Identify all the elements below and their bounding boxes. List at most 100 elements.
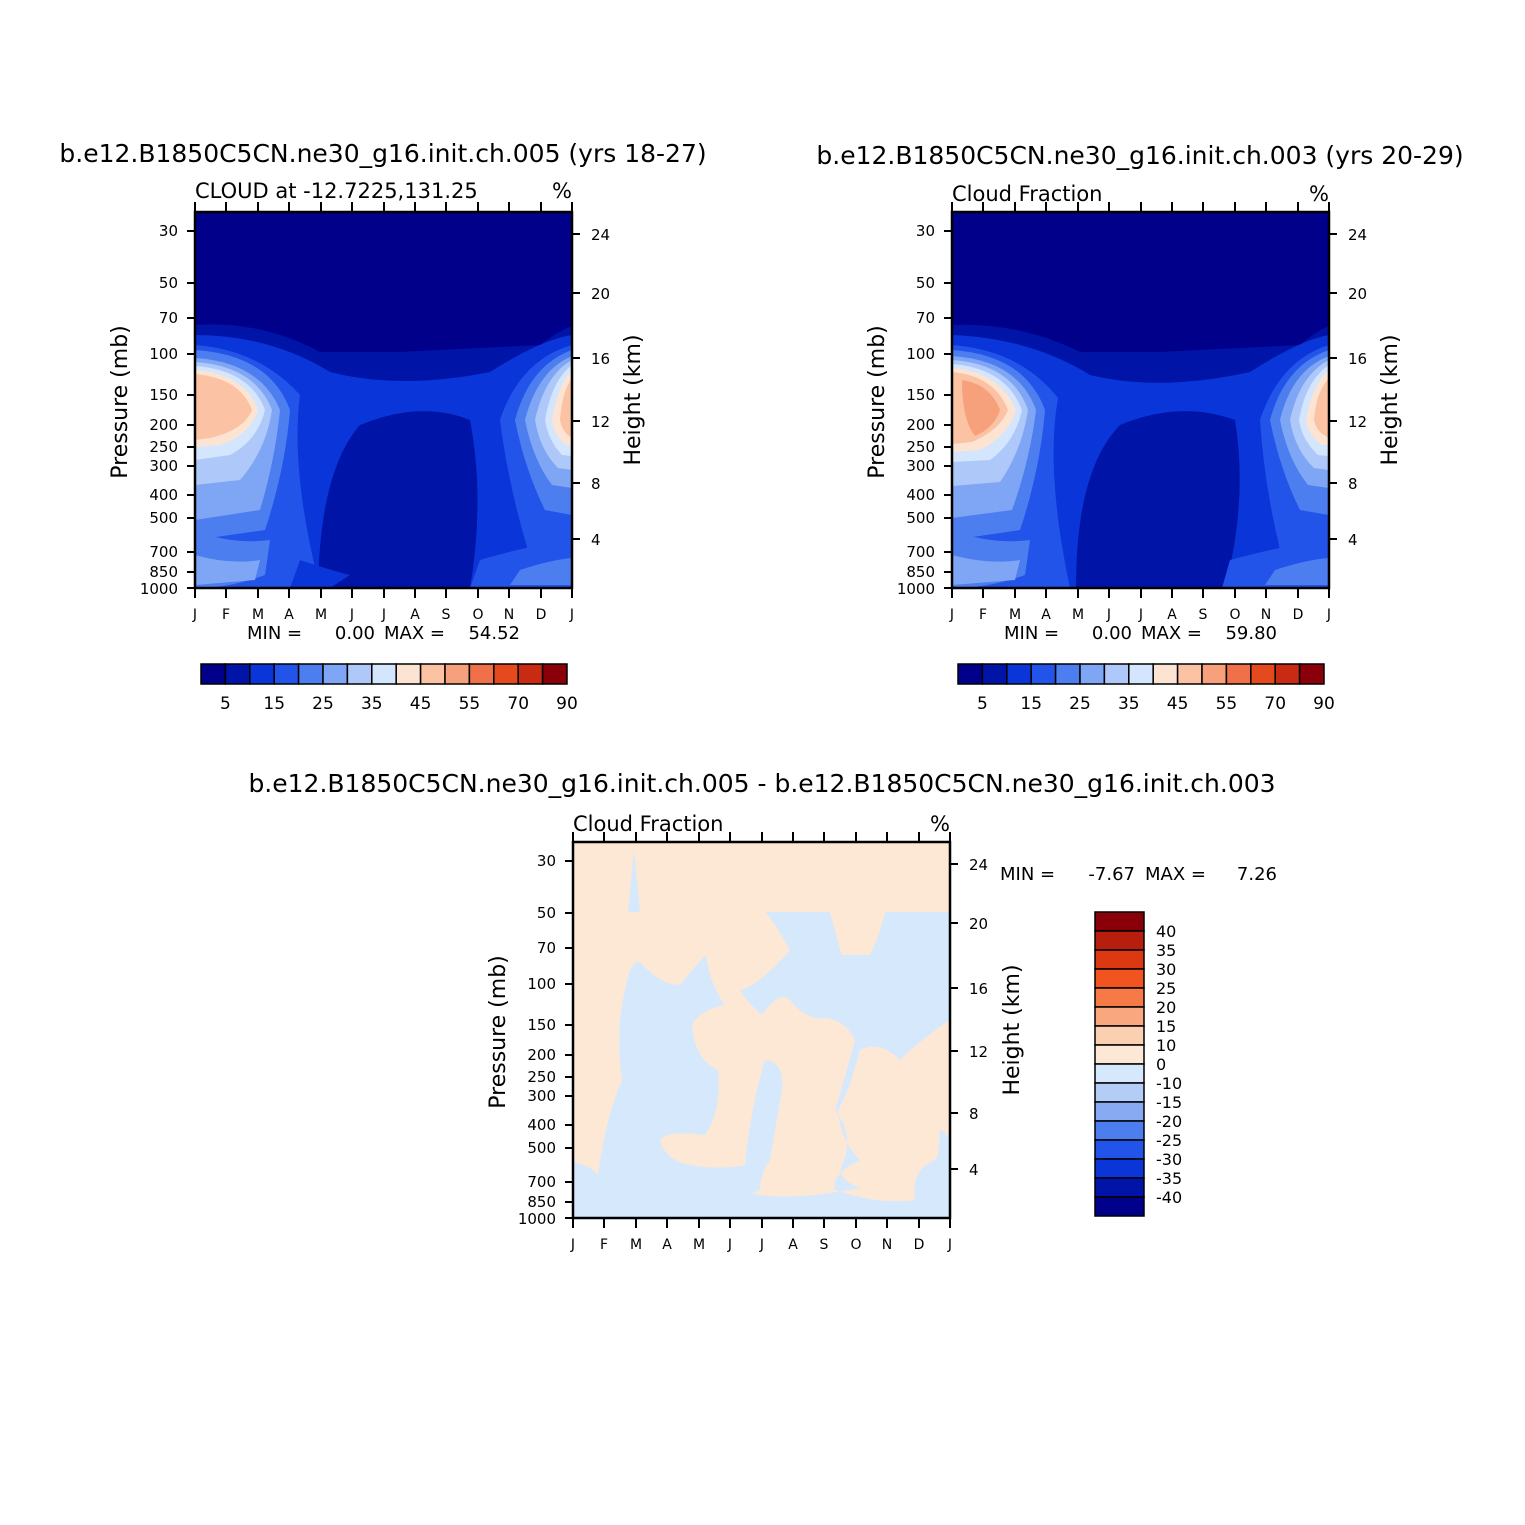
pressure-tick: 400 — [149, 486, 178, 504]
month-tick: J — [949, 607, 954, 623]
pressure-tick: 700 — [906, 543, 935, 561]
colorbar-swatch — [1079, 663, 1106, 685]
colorbar-swatch — [1054, 663, 1081, 685]
colorbar-label: 40 — [1156, 922, 1176, 941]
height-tick: 4 — [591, 531, 601, 549]
month-tick: J — [759, 1237, 764, 1253]
month-tick: N — [882, 1237, 892, 1253]
colorbar-swatch — [200, 663, 227, 685]
month-tick: D — [536, 607, 547, 623]
height-tick: 8 — [591, 475, 601, 493]
colorbar-label: 15 — [263, 694, 285, 714]
month-tick: F — [979, 607, 987, 623]
panel-1-ylabel: Pressure (mb) — [108, 325, 133, 479]
panel-1-colorbar: 5 15 25 35 45 55 70 90 — [200, 663, 578, 714]
height-tick: 24 — [591, 226, 610, 244]
month-tick: F — [222, 607, 230, 623]
colorbar-swatch — [1030, 663, 1057, 685]
month-tick: M — [1009, 607, 1021, 623]
panel-3-min-value: -7.67 — [1088, 864, 1135, 885]
colorbar-swatch — [957, 663, 984, 685]
panel-2-min-value: 0.00 — [1092, 623, 1132, 644]
colorbar-swatch — [1094, 1158, 1145, 1179]
month-tick: F — [600, 1237, 608, 1253]
colorbar-swatch — [1274, 663, 1301, 685]
panel-3-ylabel: Pressure (mb) — [486, 955, 511, 1109]
colorbar-label: 10 — [1156, 1036, 1176, 1055]
pressure-tick: 850 — [527, 1193, 556, 1211]
colorbar-label: -25 — [1156, 1131, 1182, 1150]
colorbar-swatch — [395, 663, 422, 685]
month-tick: S — [1199, 607, 1208, 623]
colorbar-label: 55 — [1216, 694, 1238, 714]
panel-1-max-value: 54.52 — [468, 623, 520, 644]
colorbar-swatch — [1094, 1120, 1145, 1141]
colorbar-swatch — [1128, 663, 1154, 685]
pressure-tick: 1000 — [897, 580, 935, 598]
panel-2-y2label: Height (km) — [1378, 334, 1403, 465]
colorbar-swatch — [1094, 1139, 1145, 1160]
height-tick: 20 — [591, 285, 610, 303]
month-tick: O — [472, 607, 483, 623]
height-tick: 12 — [969, 1043, 988, 1061]
month-tick: A — [1167, 607, 1177, 623]
panel-2-pressure-axis: 30 50 70 100 150 200 250 300 400 500 700… — [897, 222, 952, 598]
pressure-tick: 500 — [906, 509, 935, 527]
colorbar-swatch — [1094, 1044, 1145, 1065]
colorbar-swatch — [224, 663, 251, 685]
colorbar-swatch — [517, 663, 544, 685]
colorbar-swatch — [981, 663, 1008, 685]
height-tick: 8 — [969, 1105, 979, 1123]
colorbar-swatch — [1250, 663, 1276, 685]
month-tick: M — [693, 1237, 705, 1253]
panel-1-field — [195, 212, 572, 588]
colorbar-label: -35 — [1156, 1169, 1182, 1188]
height-tick: 4 — [1348, 531, 1358, 549]
month-tick: J — [381, 607, 386, 623]
pressure-tick: 850 — [149, 563, 178, 581]
pressure-tick: 250 — [149, 438, 178, 456]
panel-3-field — [573, 842, 950, 1218]
colorbar-label: 25 — [1069, 694, 1091, 714]
pressure-tick: 500 — [527, 1139, 556, 1157]
panel-2-field — [952, 212, 1329, 588]
pressure-tick: 200 — [906, 416, 935, 434]
height-tick: 12 — [1348, 413, 1367, 431]
colorbar-label: 15 — [1156, 1017, 1176, 1036]
month-tick: D — [914, 1237, 925, 1253]
pressure-tick: 30 — [159, 222, 178, 240]
pressure-tick: 500 — [149, 509, 178, 527]
colorbar-swatch — [1094, 968, 1145, 989]
height-tick: 16 — [969, 980, 988, 998]
colorbar-swatch — [1094, 1101, 1145, 1122]
colorbar-label: 45 — [1167, 694, 1189, 714]
panel-3-max-label: MAX = — [1145, 864, 1206, 885]
colorbar-swatch — [468, 663, 495, 685]
pressure-tick: 70 — [537, 939, 556, 957]
panel-3-unit: % — [930, 812, 950, 836]
colorbar-swatch — [1298, 663, 1325, 685]
pressure-tick: 400 — [906, 486, 935, 504]
colorbar-label: 25 — [312, 694, 334, 714]
colorbar-swatch — [1094, 1025, 1145, 1046]
colorbar-label: 70 — [507, 694, 529, 714]
colorbar-swatch — [297, 663, 324, 685]
panel-2-month-axis: J F M A M J J A S O N D J — [949, 202, 1331, 623]
month-tick: O — [1229, 607, 1240, 623]
colorbar-swatch — [1094, 1082, 1145, 1103]
colorbar-label: 70 — [1264, 694, 1286, 714]
panel-2-height-axis: 24 20 16 12 8 4 — [1329, 226, 1367, 549]
pressure-tick: 250 — [906, 438, 935, 456]
panel-2-subtitle: Cloud Fraction — [952, 182, 1103, 206]
month-tick: J — [727, 1237, 732, 1253]
panel-1-stats: MIN = 0.00 MAX = 54.52 — [247, 623, 520, 644]
height-tick: 16 — [591, 350, 610, 368]
panel-2-colorbar: 5 15 25 35 45 55 70 90 — [957, 663, 1335, 714]
colorbar-swatch — [1094, 1177, 1145, 1198]
panel-3-subtitle: Cloud Fraction — [573, 812, 724, 836]
panel-2-unit: % — [1309, 182, 1329, 206]
month-tick: S — [820, 1237, 829, 1253]
panel-2-min-label: MIN = — [1004, 623, 1059, 644]
colorbar-swatch — [1094, 911, 1145, 932]
colorbar-label: -40 — [1156, 1188, 1182, 1207]
